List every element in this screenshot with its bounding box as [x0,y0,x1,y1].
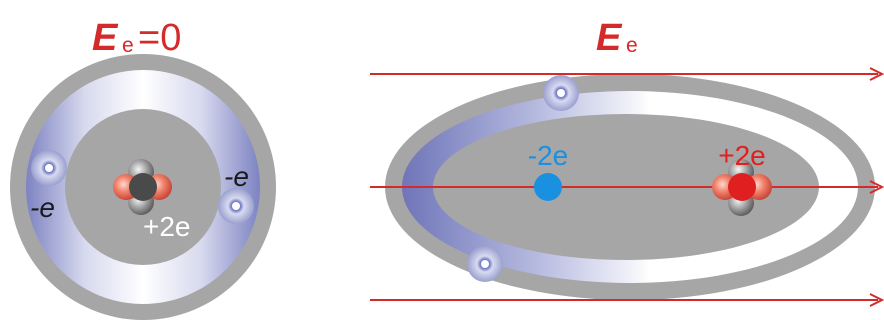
left-title-suffix: =0 [138,17,181,59]
nucleus-icon [712,159,772,216]
field-arrow-icon [869,180,884,194]
right-panel: E e [370,17,884,307]
right-electron-charge: -e [224,161,249,192]
nucleus-icon [113,159,172,215]
left-title-symbol: E [92,17,119,59]
electron-icon [543,75,579,111]
positive-centroid-charge: +2e [718,140,766,171]
nucleus-charge: +2e [143,211,191,242]
left-panel: E e =0 -e -e +2e [10,17,276,320]
field-arrow-icon [869,67,884,81]
negative-centroid-charge: -2e [528,140,568,171]
right-title-subscript: e [626,34,638,57]
electron-icon [218,188,254,224]
left-electron-charge: -e [30,192,55,223]
electron-icon [31,150,67,186]
left-title-subscript: e [122,34,134,57]
field-lines [370,67,884,307]
field-arrow-icon [869,293,884,307]
right-title-symbol: E [596,17,623,59]
electron-icon [467,246,503,282]
negative-charge-centroid [534,173,562,201]
